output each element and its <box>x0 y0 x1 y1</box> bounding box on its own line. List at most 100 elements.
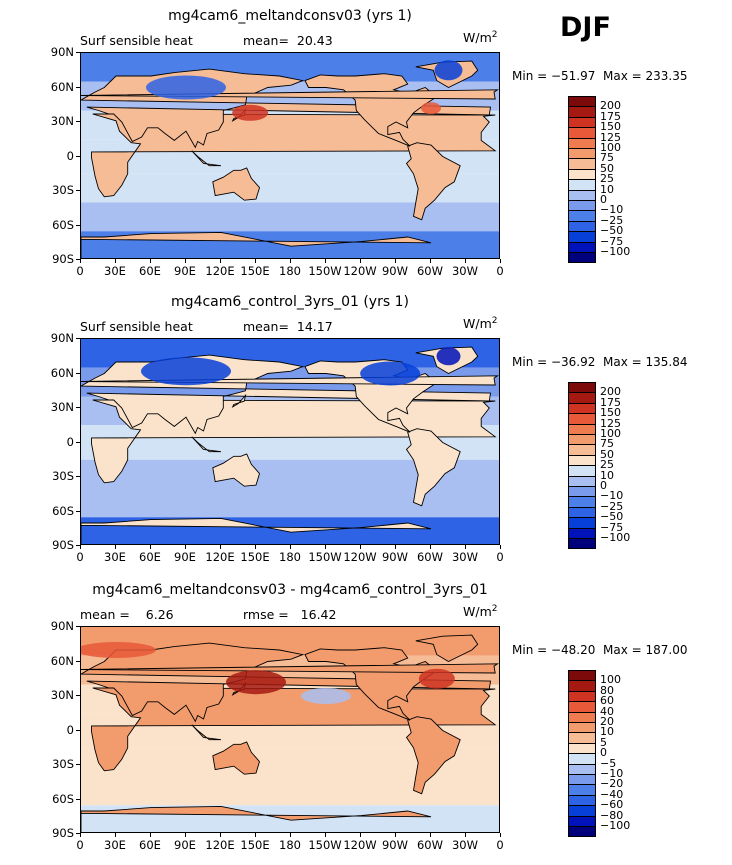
min-max-label: Min = −36.92 Max = 135.84 <box>512 355 688 369</box>
lon-tick <box>255 833 256 837</box>
lat-tick <box>76 338 80 339</box>
lon-tick <box>500 259 501 263</box>
lon-tick <box>80 545 81 549</box>
continent-outline <box>212 453 261 487</box>
colorbar-swatch <box>568 252 596 264</box>
lon-tick-label: 90E <box>174 838 196 852</box>
colorbar-label: −40 <box>600 787 624 801</box>
lon-tick <box>80 833 81 837</box>
lon-tick <box>255 545 256 549</box>
panel-title: mg4cam6_meltandconsv03 - mg4cam6_control… <box>92 582 488 598</box>
contour-blob <box>436 347 461 366</box>
lon-tick <box>115 833 116 837</box>
contour-blob <box>418 668 455 689</box>
lat-tick-label: 30S <box>52 757 74 771</box>
lon-tick <box>290 545 291 549</box>
ocean-band <box>81 488 499 518</box>
colorbar-label: −20 <box>600 777 624 791</box>
mean-label: mean = 6.26 <box>80 607 174 622</box>
lon-tick-label: 90W <box>381 838 408 852</box>
lon-tick-label: 30W <box>451 550 478 564</box>
lon-tick <box>360 259 361 263</box>
lon-tick-label: 30W <box>451 264 478 278</box>
units-label: W/m2 <box>463 604 498 620</box>
lon-tick-label: 60W <box>416 264 443 278</box>
colorbar-label: 175 <box>600 109 621 123</box>
lon-tick-label: 30E <box>104 550 126 564</box>
continent-outline <box>304 647 438 721</box>
lon-tick-label: 60W <box>416 550 443 564</box>
colorbar-label: 0 <box>600 193 607 206</box>
colorbar-label: 75 <box>600 437 614 451</box>
colorbar-label: 50 <box>600 447 614 461</box>
lon-tick <box>465 259 466 263</box>
lat-tick-label: 0 <box>66 722 74 737</box>
contour-field <box>81 339 499 544</box>
lon-tick-label: 150W <box>308 838 342 852</box>
colorbar-label: −10 <box>600 767 624 780</box>
lon-tick-label: 0 <box>76 838 84 852</box>
lon-tick <box>395 833 396 837</box>
lat-tick-label: 30S <box>52 183 74 197</box>
lon-tick-label: 30E <box>104 264 126 278</box>
lon-tick-label: 180 <box>279 838 301 852</box>
lon-tick <box>115 259 116 263</box>
lon-tick <box>325 545 326 549</box>
lon-tick <box>325 259 326 263</box>
lat-tick <box>76 764 80 765</box>
colorbar-label: −75 <box>600 234 624 248</box>
colorbar-label: −25 <box>600 213 624 227</box>
mean-label: mean= 20.43 <box>243 33 333 48</box>
lon-tick <box>185 833 186 837</box>
colorbar-label: 100 <box>600 141 621 154</box>
colorbar-label: 10 <box>600 725 614 739</box>
lat-tick-label: 0 <box>66 434 74 449</box>
colorbar-label: 10 <box>600 468 614 482</box>
lon-tick <box>290 259 291 263</box>
colorbar-label: 100 <box>600 427 621 440</box>
lon-tick <box>220 259 221 263</box>
lon-tick-label: 150W <box>308 550 342 564</box>
lat-tick <box>76 798 80 800</box>
colorbar: 200 175 150 125 100 75 50 25 10 0 −10 −25 −50 −75 −100 <box>568 382 630 550</box>
continent-outline <box>81 89 499 100</box>
colorbar-label: −10 <box>600 203 624 217</box>
ocean-band <box>81 202 499 232</box>
lon-tick-label: 60W <box>416 838 443 852</box>
colorbar-label: −80 <box>600 808 624 822</box>
colorbar-label: 75 <box>600 151 614 165</box>
map-plot <box>80 338 500 545</box>
lat-tick <box>76 86 80 88</box>
lat-tick <box>76 224 80 226</box>
colorbar: 100 80 60 40 20 10 5 0 −5 −10 −20 −40 −60 −80 −100 <box>568 670 630 838</box>
lon-tick-label: 0 <box>496 264 504 278</box>
continent-outline <box>304 359 438 433</box>
lon-tick-label: 120W <box>343 550 377 564</box>
colorbar-label: −100 <box>600 531 631 544</box>
colorbar-label: −50 <box>600 224 624 238</box>
lat-tick <box>76 372 80 374</box>
lat-tick-label: 30N <box>50 114 74 128</box>
lon-tick <box>185 545 186 549</box>
lon-tick-label: 0 <box>496 550 504 564</box>
colorbar-swatch <box>568 538 596 550</box>
lat-tick <box>76 729 80 731</box>
continent-outline <box>212 167 261 201</box>
colorbar-label: −60 <box>600 798 624 812</box>
lon-tick-label: 120E <box>205 264 235 278</box>
lat-tick-label: 60N <box>50 365 74 380</box>
map-plot <box>80 52 500 259</box>
lon-tick-label: 90E <box>174 550 196 564</box>
lon-tick-label: 90W <box>381 550 408 564</box>
colorbar-label: −10 <box>600 489 624 503</box>
lat-tick-label: 30N <box>50 688 74 702</box>
lat-tick-label: 90S <box>52 252 74 266</box>
lat-tick-label: 30S <box>52 469 74 483</box>
lat-tick <box>76 626 80 627</box>
lat-tick <box>76 121 80 122</box>
colorbar-label: 5 <box>600 735 607 749</box>
variable-label: Surf sensible heat <box>80 33 193 48</box>
continent-outline <box>191 724 222 741</box>
lon-tick-label: 180 <box>279 264 301 278</box>
lat-tick-label: 90S <box>52 538 74 552</box>
